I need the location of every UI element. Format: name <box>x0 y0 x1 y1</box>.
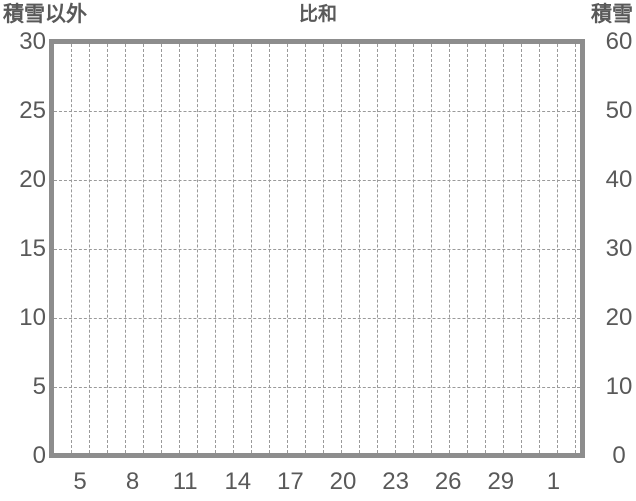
left-axis-tick-20: 20 <box>19 165 46 193</box>
left-axis-title: 積雪以外 <box>3 3 87 26</box>
horizontal-gridline <box>54 179 580 181</box>
x-axis-tick-5: 5 <box>73 468 87 495</box>
right-axis-tick-50: 50 <box>605 96 633 124</box>
x-axis-tick-14: 14 <box>224 468 252 495</box>
left-axis-tick-30: 30 <box>19 27 46 55</box>
right-axis-tick-20: 20 <box>605 303 633 331</box>
x-axis-tick-8: 8 <box>125 468 140 495</box>
horizontal-gridline <box>54 317 580 319</box>
horizontal-gridline <box>54 110 580 112</box>
right-axis-tick-30: 30 <box>605 234 633 262</box>
x-axis-tick-11: 11 <box>172 468 198 495</box>
left-axis-tick-5: 5 <box>32 372 46 400</box>
horizontal-gridline <box>54 386 580 388</box>
left-axis-tick-25: 25 <box>19 96 46 124</box>
left-axis-tick-0: 0 <box>32 441 46 469</box>
right-axis-title: 積雪 <box>591 3 633 26</box>
horizontal-gridline <box>54 248 580 250</box>
x-axis-tick-26: 26 <box>434 468 462 495</box>
right-axis-tick-40: 40 <box>605 165 633 193</box>
x-axis-tick-17: 17 <box>277 468 304 495</box>
right-axis-tick-60: 60 <box>605 27 633 55</box>
right-axis-tick-10: 10 <box>605 372 633 400</box>
left-axis-tick-10: 10 <box>19 303 46 331</box>
x-axis-tick-20: 20 <box>329 468 357 495</box>
plot-area <box>49 39 585 458</box>
x-axis-tick-1: 1 <box>546 468 561 495</box>
right-axis-tick-0: 0 <box>612 441 626 469</box>
left-axis-tick-15: 15 <box>19 234 46 262</box>
x-axis-tick-23: 23 <box>382 468 409 495</box>
chart-title: 比和 <box>298 4 337 25</box>
x-axis-tick-29: 29 <box>487 468 515 495</box>
